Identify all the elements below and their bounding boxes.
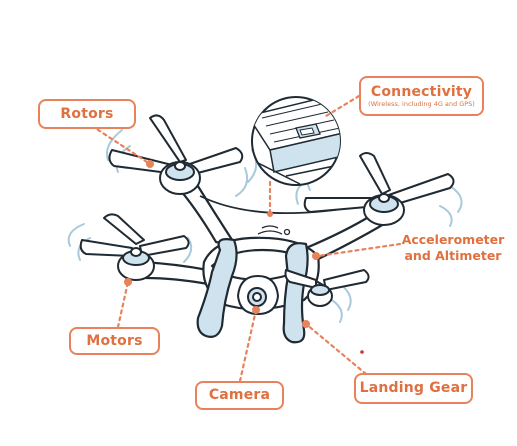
wireless-signal-icon — [257, 225, 291, 236]
landing-gear — [196, 238, 309, 344]
callout-rotors: Rotors — [38, 99, 136, 129]
connectivity-magnifier — [251, 96, 341, 186]
callout-accelerometer-line2: and Altimeter — [404, 248, 502, 264]
callout-landing-gear-label: Landing Gear — [359, 380, 468, 397]
callout-connectivity: Connectivity (Wireless, including 4G and… — [359, 76, 484, 116]
callout-camera-label: Camera — [208, 387, 271, 404]
callout-connectivity-sublabel: (Wireless, including 4G and GPS) — [368, 99, 475, 108]
callout-rotors-label: Rotors — [60, 105, 114, 122]
callout-camera: Camera — [195, 381, 284, 410]
callout-connectors — [84, 94, 402, 383]
callout-motors: Motors — [69, 327, 160, 355]
camera-unit — [236, 274, 280, 316]
rotor-assemblies — [79, 114, 455, 307]
callout-connectivity-label: Connectivity — [370, 83, 473, 100]
callout-accelerometer: Accelerometer and Altimeter — [398, 232, 508, 265]
callout-accelerometer-line1: Accelerometer — [401, 232, 505, 247]
callout-motors-label: Motors — [86, 332, 143, 349]
connector-dots — [124, 160, 364, 354]
callout-landing-gear: Landing Gear — [354, 373, 473, 404]
